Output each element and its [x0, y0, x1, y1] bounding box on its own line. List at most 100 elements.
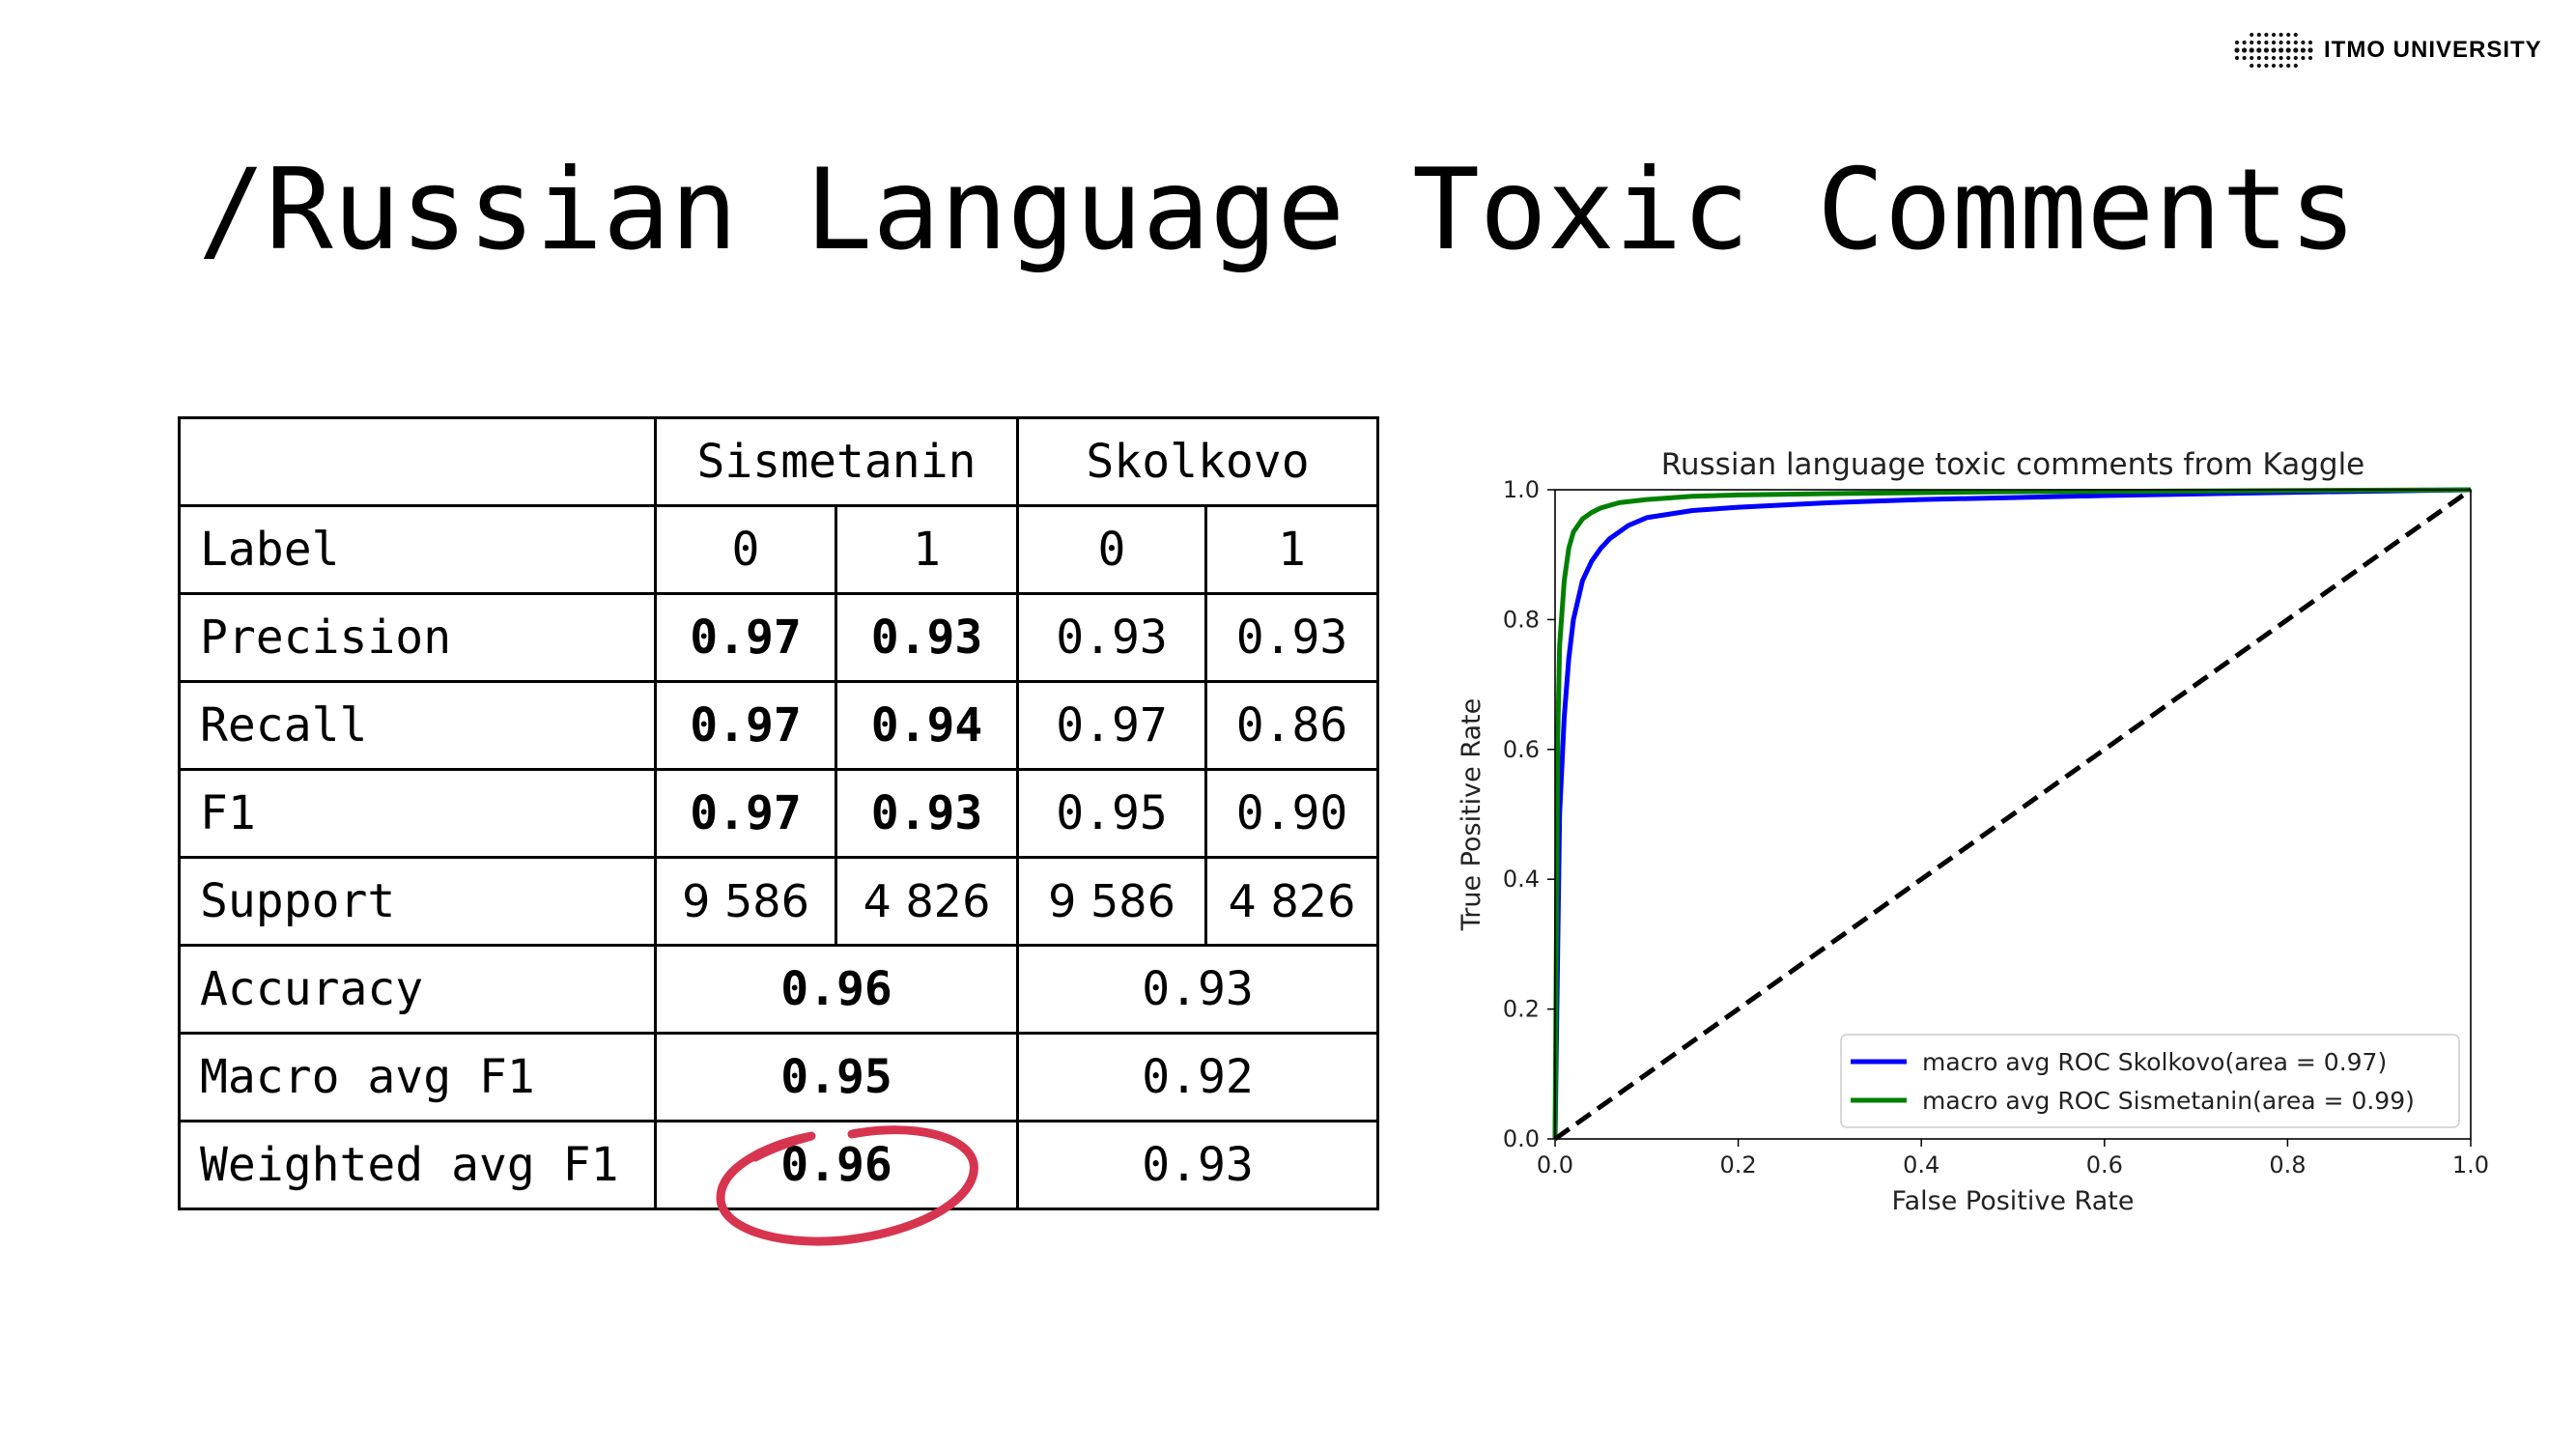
table-row-support: Support 9 586 4 826 9 586 4 826 — [178, 856, 1379, 947]
metric-cell: 0.93 — [835, 592, 1019, 683]
logo-dot — [2256, 63, 2261, 69]
row-label: Macro avg F1 — [178, 1032, 657, 1122]
metric-cell: 0.97 — [1016, 680, 1207, 771]
itmo-dots-logo-icon — [2234, 32, 2313, 69]
row-label: F1 — [178, 768, 657, 859]
logo-dot — [2242, 47, 2248, 53]
logo-dot — [2271, 32, 2277, 38]
x-tick-label: 0.8 — [2269, 1151, 2306, 1179]
chart-legend — [1840, 1034, 2460, 1128]
table-row-accuracy: Accuracy 0.96 0.93 — [178, 944, 1379, 1035]
logo-dot — [2279, 63, 2283, 69]
logo-dot — [2242, 55, 2247, 61]
table-row-precision: Precision 0.97 0.93 0.93 0.93 — [178, 592, 1379, 683]
chart-title: Russian language toxic comments from Kag… — [1661, 447, 2365, 482]
class-label-cell: 1 — [1204, 504, 1379, 595]
metric-cell: 0.93 — [1016, 592, 1207, 683]
legend-entry-0: macro avg ROC Skolkovo(area = 0.97) — [1922, 1048, 2387, 1076]
summary-cell: 0.96 — [654, 944, 1019, 1035]
logo-dot — [2250, 40, 2254, 45]
model-header-sismetanin: Sismetanin — [654, 416, 1019, 507]
logo-dot — [2234, 40, 2240, 45]
x-tick-label: 0.4 — [1903, 1151, 1939, 1179]
logo-dot — [2279, 40, 2283, 45]
logo-dot — [2293, 47, 2299, 53]
table-row-macro-avg-f1: Macro avg F1 0.95 0.92 — [178, 1032, 1379, 1122]
metric-cell: 0.93 — [835, 768, 1019, 859]
logo-dot — [2307, 55, 2313, 61]
y-tick-label: 0.6 — [1503, 736, 1540, 763]
y-axis-label: True Positive Rate — [1457, 698, 1486, 932]
metric-cell: 0.97 — [654, 592, 837, 683]
metric-cell: 0.95 — [1016, 768, 1207, 859]
logo-dot — [2242, 40, 2247, 45]
logo-dot — [2279, 47, 2284, 53]
y-tick-label: 0.0 — [1503, 1125, 1540, 1152]
table-header-row: Sismetanin Skolkovo — [178, 416, 1379, 507]
logo-dot — [2264, 40, 2269, 45]
logo-dot — [2271, 47, 2277, 53]
logo-dot — [2249, 47, 2254, 53]
roc-chart: Russian language toxic comments from Kag… — [1457, 447, 2489, 1216]
logo-dot — [2250, 32, 2254, 38]
logo-dot — [2234, 55, 2240, 61]
logo-dot — [2271, 55, 2277, 61]
logo-dot — [2285, 47, 2291, 53]
logo-dot — [2307, 47, 2313, 53]
logo-dot — [2293, 32, 2298, 38]
logo-dot — [2286, 40, 2291, 45]
logo-dot — [2271, 40, 2277, 45]
class-label-cell: 0 — [1016, 504, 1207, 595]
logo-dot — [2264, 63, 2269, 69]
logo-dot — [2250, 63, 2254, 69]
logo-dot — [2250, 55, 2254, 61]
table-row-f1: F1 0.97 0.93 0.95 0.90 — [178, 768, 1379, 859]
summary-cell: 0.95 — [654, 1032, 1019, 1122]
summary-cell: 0.92 — [1016, 1032, 1379, 1122]
logo-dot — [2256, 55, 2261, 61]
y-tick-label: 0.2 — [1503, 996, 1540, 1023]
metric-cell: 0.97 — [654, 768, 837, 859]
row-label: Support — [178, 856, 657, 947]
y-tick-label: 1.0 — [1503, 476, 1540, 503]
x-tick-label: 0.0 — [1537, 1151, 1573, 1179]
metric-cell: 0.94 — [835, 680, 1019, 771]
diagonal-reference-line — [1553, 487, 2473, 1142]
logo-dot — [2300, 47, 2306, 53]
logo-dot — [2293, 63, 2298, 69]
class-label-cell: 0 — [654, 504, 837, 595]
class-label-cell: 1 — [835, 504, 1019, 595]
y-tick-label: 0.8 — [1503, 606, 1540, 633]
x-axis-label: False Positive Rate — [1892, 1186, 2135, 1216]
series-line-0 — [1552, 487, 2472, 1140]
row-label: Label — [178, 504, 657, 595]
metric-cell: 4 826 — [835, 856, 1019, 947]
logo-dot — [2256, 40, 2261, 45]
logo-dot — [2264, 32, 2269, 38]
metric-cell: 4 826 — [1204, 856, 1379, 947]
table-row-recall: Recall 0.97 0.94 0.97 0.86 — [178, 680, 1379, 771]
x-tick-label: 0.6 — [2086, 1151, 2123, 1179]
metric-cell: 0.86 — [1204, 680, 1379, 771]
table-row-label: Label 0 1 0 1 — [178, 504, 1379, 595]
table-row-weighted-avg-f1: Weighted avg F1 0.96 0.93 — [178, 1120, 1379, 1210]
row-label: Precision — [178, 592, 657, 683]
metric-cell: 9 586 — [654, 856, 837, 947]
metric-cell: 0.97 — [654, 680, 837, 771]
summary-cell: 0.93 — [1016, 944, 1379, 1035]
row-label: Weighted avg F1 — [178, 1120, 657, 1210]
summary-cell: 0.93 — [1016, 1120, 1379, 1210]
logo-dot — [2256, 32, 2261, 38]
metric-cell: 9 586 — [1016, 856, 1207, 947]
logo-dot — [2293, 55, 2298, 61]
logo-dot — [2279, 55, 2283, 61]
logo-dot — [2293, 40, 2298, 45]
row-label: Accuracy — [178, 944, 657, 1035]
row-label: Recall — [178, 680, 657, 771]
legend-entry-1: macro avg ROC Sismetanin(area = 0.99) — [1922, 1087, 2415, 1115]
summary-cell: 0.96 — [654, 1120, 1019, 1210]
logo-text: ITMO UNIVERSITY — [2324, 37, 2542, 63]
y-tick-label: 0.4 — [1503, 866, 1540, 893]
logo: ITMO UNIVERSITY — [2231, 29, 2542, 71]
metric-cell: 0.93 — [1204, 592, 1379, 683]
